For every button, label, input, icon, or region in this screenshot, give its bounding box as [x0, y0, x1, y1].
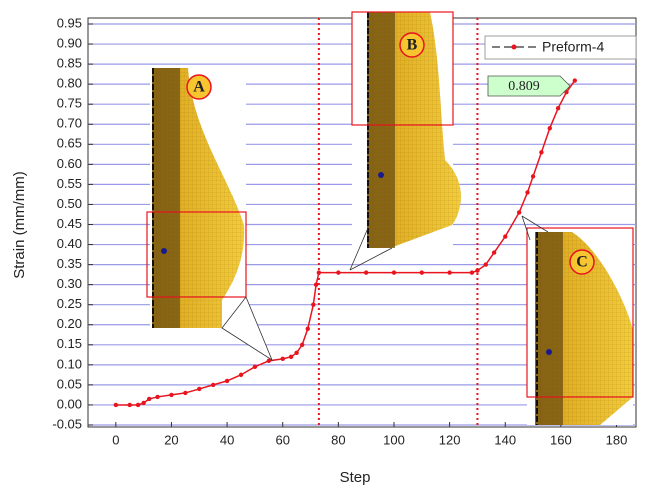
data-point — [114, 403, 118, 407]
x-tick-label: 140 — [494, 432, 516, 447]
y-tick-label: 0.70 — [57, 116, 82, 131]
data-point — [300, 343, 304, 347]
data-point — [364, 270, 368, 274]
y-tick-label: 0.15 — [57, 336, 82, 351]
inset-dot — [161, 248, 167, 254]
data-point — [253, 365, 257, 369]
x-tick-label: 0 — [112, 432, 119, 447]
data-point — [317, 270, 321, 274]
inset-c: C — [522, 216, 633, 425]
y-tick-label: 0.90 — [57, 35, 82, 50]
data-point — [484, 262, 488, 266]
inset-b: B — [350, 12, 461, 270]
x-tick-label: 100 — [383, 432, 405, 447]
x-tick-label: 20 — [164, 432, 178, 447]
y-axis-label: Strain (mm/mm) — [11, 171, 28, 279]
data-point — [311, 303, 315, 307]
x-tick-label: 40 — [220, 432, 234, 447]
inset-core — [535, 232, 563, 425]
y-tick-label: -0.05 — [52, 416, 82, 431]
data-point — [447, 270, 451, 274]
y-tick-label: 0.55 — [57, 176, 82, 191]
y-tick-label: 0.00 — [57, 396, 82, 411]
data-point — [475, 268, 479, 272]
data-point — [420, 270, 424, 274]
inset-dot — [546, 349, 552, 355]
x-tick-label: 80 — [331, 432, 345, 447]
data-point — [289, 355, 293, 359]
y-tick-label: 0.75 — [57, 96, 82, 111]
data-point — [183, 391, 187, 395]
data-point — [141, 401, 145, 405]
data-point — [136, 403, 140, 407]
y-tick-label: 0.10 — [57, 356, 82, 371]
y-tick-label: 0.45 — [57, 216, 82, 231]
data-point — [492, 250, 496, 254]
x-axis-label: Step — [340, 469, 371, 486]
legend-label: Preform-4 — [542, 39, 604, 55]
data-point — [470, 270, 474, 274]
y-tick-label: 0.80 — [57, 76, 82, 91]
x-tick-label: 120 — [439, 432, 461, 447]
data-point — [294, 351, 298, 355]
y-tick-label: 0.40 — [57, 236, 82, 251]
y-tick-label: 0.65 — [57, 136, 82, 151]
x-tick-label: 180 — [606, 432, 628, 447]
data-point — [169, 393, 173, 397]
y-tick-label: 0.95 — [57, 15, 82, 30]
data-point — [197, 387, 201, 391]
data-point — [392, 270, 396, 274]
x-tick-label: 160 — [550, 432, 572, 447]
inset-label: A — [193, 79, 205, 96]
data-point — [503, 234, 507, 238]
y-tick-label: 0.20 — [57, 316, 82, 331]
data-point — [336, 270, 340, 274]
data-point — [225, 379, 229, 383]
inset-label: C — [576, 254, 588, 271]
y-tick-label: 0.85 — [57, 56, 82, 71]
annotation: 0.809 — [488, 76, 570, 96]
y-tick-label: 0.50 — [57, 196, 82, 211]
annotation-text: 0.809 — [508, 79, 540, 94]
legend-marker — [512, 45, 517, 50]
data-point — [517, 210, 521, 214]
inset-label: B — [407, 37, 418, 54]
legend: Preform-4 — [485, 36, 636, 59]
x-tick-label: 60 — [275, 432, 289, 447]
chart: 0.95 0.90 0.85 0.80 0.75 0.70 0.65 0.60 0.55 0.50… — [0, 0, 648, 489]
data-point — [239, 373, 243, 377]
data-point — [573, 78, 577, 82]
data-point — [539, 150, 543, 154]
data-point — [128, 403, 132, 407]
y-tick-label: 0.35 — [57, 256, 82, 271]
inset-dot — [378, 172, 384, 178]
data-point — [306, 327, 310, 331]
data-point — [314, 282, 318, 286]
data-point — [147, 397, 151, 401]
y-tick-label: 0.05 — [57, 376, 82, 391]
data-point — [211, 383, 215, 387]
data-point — [525, 190, 529, 194]
inset-core — [367, 12, 395, 248]
y-tick-label: 0.25 — [57, 296, 82, 311]
data-point — [556, 106, 560, 110]
data-point — [281, 357, 285, 361]
y-tick-label: 0.60 — [57, 156, 82, 171]
y-tick-label: 0.30 — [57, 276, 82, 291]
data-point — [155, 395, 159, 399]
data-point — [531, 174, 535, 178]
inset-core — [152, 68, 180, 328]
data-point — [548, 126, 552, 130]
